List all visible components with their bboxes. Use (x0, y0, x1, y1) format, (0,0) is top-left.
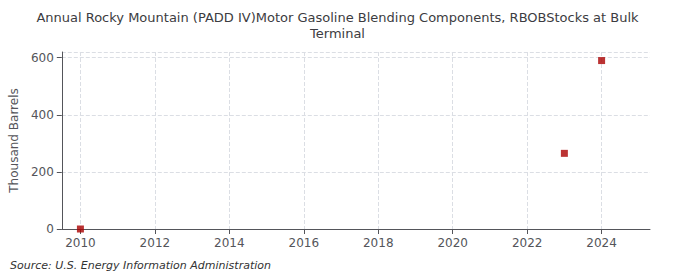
svg-text:2018: 2018 (363, 236, 394, 250)
svg-text:2012: 2012 (140, 236, 171, 250)
svg-text:2024: 2024 (586, 236, 617, 250)
svg-text:600: 600 (31, 51, 54, 65)
svg-text:Annual Rocky Mountain (PADD IV: Annual Rocky Mountain (PADD IV)Motor Gas… (36, 10, 639, 25)
svg-text:2014: 2014 (214, 236, 245, 250)
svg-text:2022: 2022 (512, 236, 543, 250)
svg-text:200: 200 (31, 165, 54, 179)
svg-text:2020: 2020 (437, 236, 468, 250)
svg-text:2016: 2016 (289, 236, 320, 250)
svg-text:400: 400 (31, 108, 54, 122)
svg-text:0: 0 (46, 222, 54, 236)
svg-text:Terminal: Terminal (309, 26, 365, 41)
svg-text:2010: 2010 (65, 236, 96, 250)
svg-text:Source: U.S. Energy Informatio: Source: U.S. Energy Information Administ… (10, 259, 271, 272)
svg-text:Thousand Barrels: Thousand Barrels (7, 88, 21, 193)
